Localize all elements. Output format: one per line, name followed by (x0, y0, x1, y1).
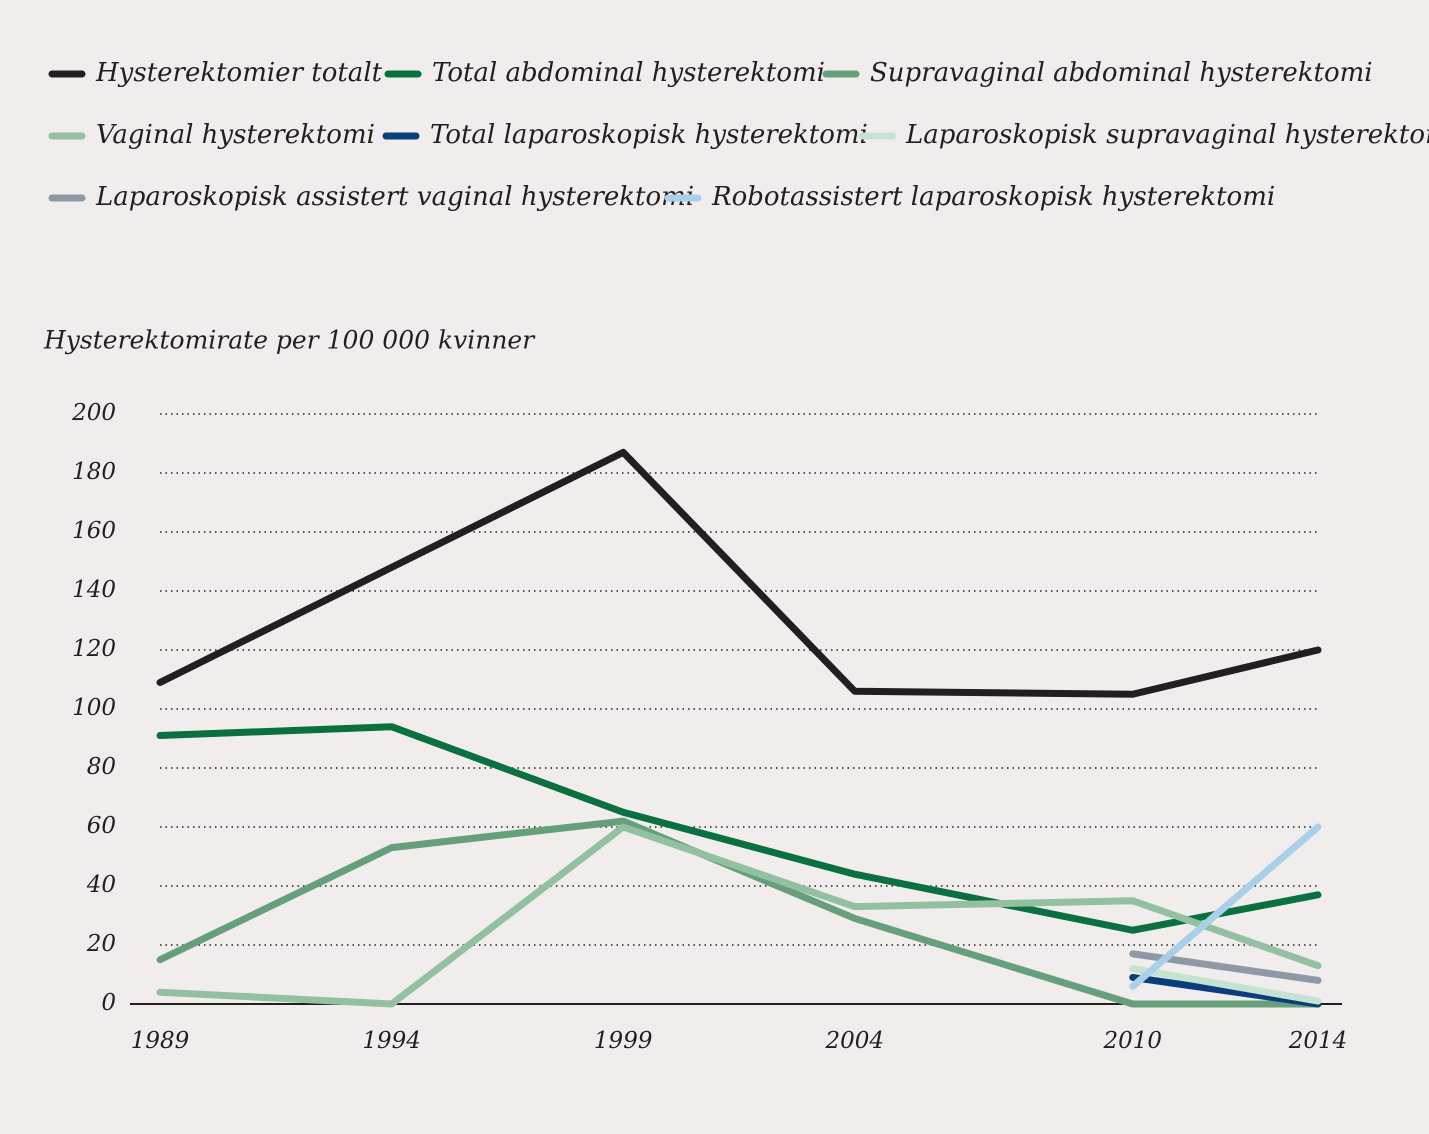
legend-label: Robotassistert laparoskopisk hysterektom… (711, 182, 1275, 212)
y-tick-label: 0 (101, 990, 116, 1016)
x-tick-label: 2014 (1288, 1028, 1348, 1054)
legend-label: Hysterektomier totalt (95, 58, 383, 88)
y-tick-label: 100 (72, 695, 116, 721)
series-line (1129, 965, 1322, 1005)
legend-label: Supravaginal abdominal hysterektomi (870, 58, 1373, 88)
x-tick-label: 1999 (594, 1028, 653, 1054)
series-line (156, 723, 1322, 934)
series-line (156, 823, 1322, 1008)
y-tick-label: 180 (72, 459, 116, 485)
y-tick-label: 200 (71, 400, 116, 426)
y-axis-title: Hysterektomirate per 100 000 kvinner (43, 326, 536, 355)
y-tick-label: 60 (87, 813, 116, 839)
x-tick-label: 2004 (825, 1028, 885, 1054)
legend-label: Laparoskopisk assistert vaginal hysterek… (95, 182, 694, 212)
y-tick-label: 80 (87, 754, 116, 780)
y-tick-label: 20 (86, 931, 116, 957)
x-tick-label: 1989 (131, 1028, 190, 1054)
legend-label: Vaginal hysterektomi (96, 120, 375, 150)
y-tick-label: 120 (72, 636, 116, 662)
series-line (156, 448, 1322, 698)
x-tick-label: 2010 (1102, 1028, 1162, 1054)
y-tick-label: 40 (86, 872, 116, 898)
series-line (1129, 823, 1322, 990)
y-tick-label: 160 (72, 518, 116, 544)
y-tick-label: 140 (72, 577, 116, 603)
series-line (1129, 973, 1322, 1008)
legend-label: Total laparoskopisk hysterektomi (430, 120, 868, 150)
legend-label: Total abdominal hysterektomi (432, 58, 825, 88)
x-tick-label: 1994 (362, 1028, 421, 1054)
legend-label: Laparoskopisk supravaginal hysterektomi (905, 120, 1429, 150)
